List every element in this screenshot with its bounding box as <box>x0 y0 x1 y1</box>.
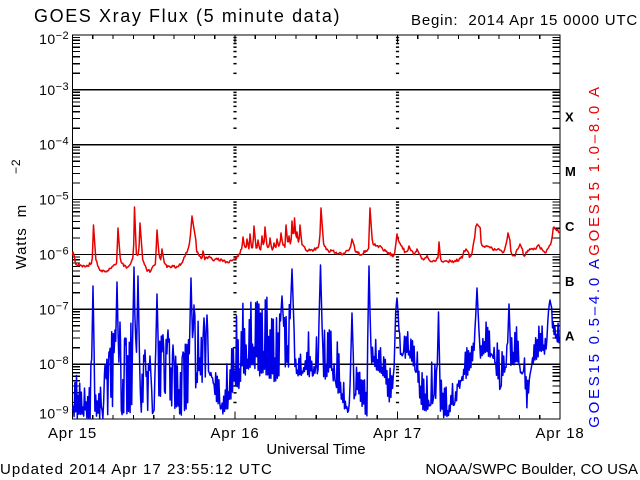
svg-text:Apr 15: Apr 15 <box>48 425 97 442</box>
svg-text:GOES Xray Flux (5 minute data): GOES Xray Flux (5 minute data) <box>34 6 341 26</box>
svg-text:Apr 18: Apr 18 <box>536 425 585 442</box>
svg-text:X: X <box>565 109 574 124</box>
svg-text:Begin: 2014 Apr 15 0000 UTC: Begin: 2014 Apr 15 0000 UTC <box>411 12 638 29</box>
svg-text:Watts m −2: Watts m −2 <box>9 159 30 270</box>
svg-text:M: M <box>565 164 576 179</box>
svg-text:Apr 17: Apr 17 <box>373 425 422 442</box>
svg-text:B: B <box>565 274 574 289</box>
svg-text:A: A <box>565 329 575 344</box>
svg-text:Apr 16: Apr 16 <box>211 425 260 442</box>
svg-text:C: C <box>565 219 575 234</box>
svg-text:Updated 2014 Apr 17 23:55:12 U: Updated 2014 Apr 17 23:55:12 UTC <box>0 461 273 478</box>
svg-text:GOES15 1.0–8.0 A: GOES15 1.0–8.0 A <box>586 84 603 256</box>
svg-text:NOAA/SWPC Boulder, CO USA: NOAA/SWPC Boulder, CO USA <box>425 461 638 478</box>
svg-text:GOES15 0.5–4.0 A: GOES15 0.5–4.0 A <box>586 256 603 428</box>
svg-text:Universal Time: Universal Time <box>266 441 365 458</box>
